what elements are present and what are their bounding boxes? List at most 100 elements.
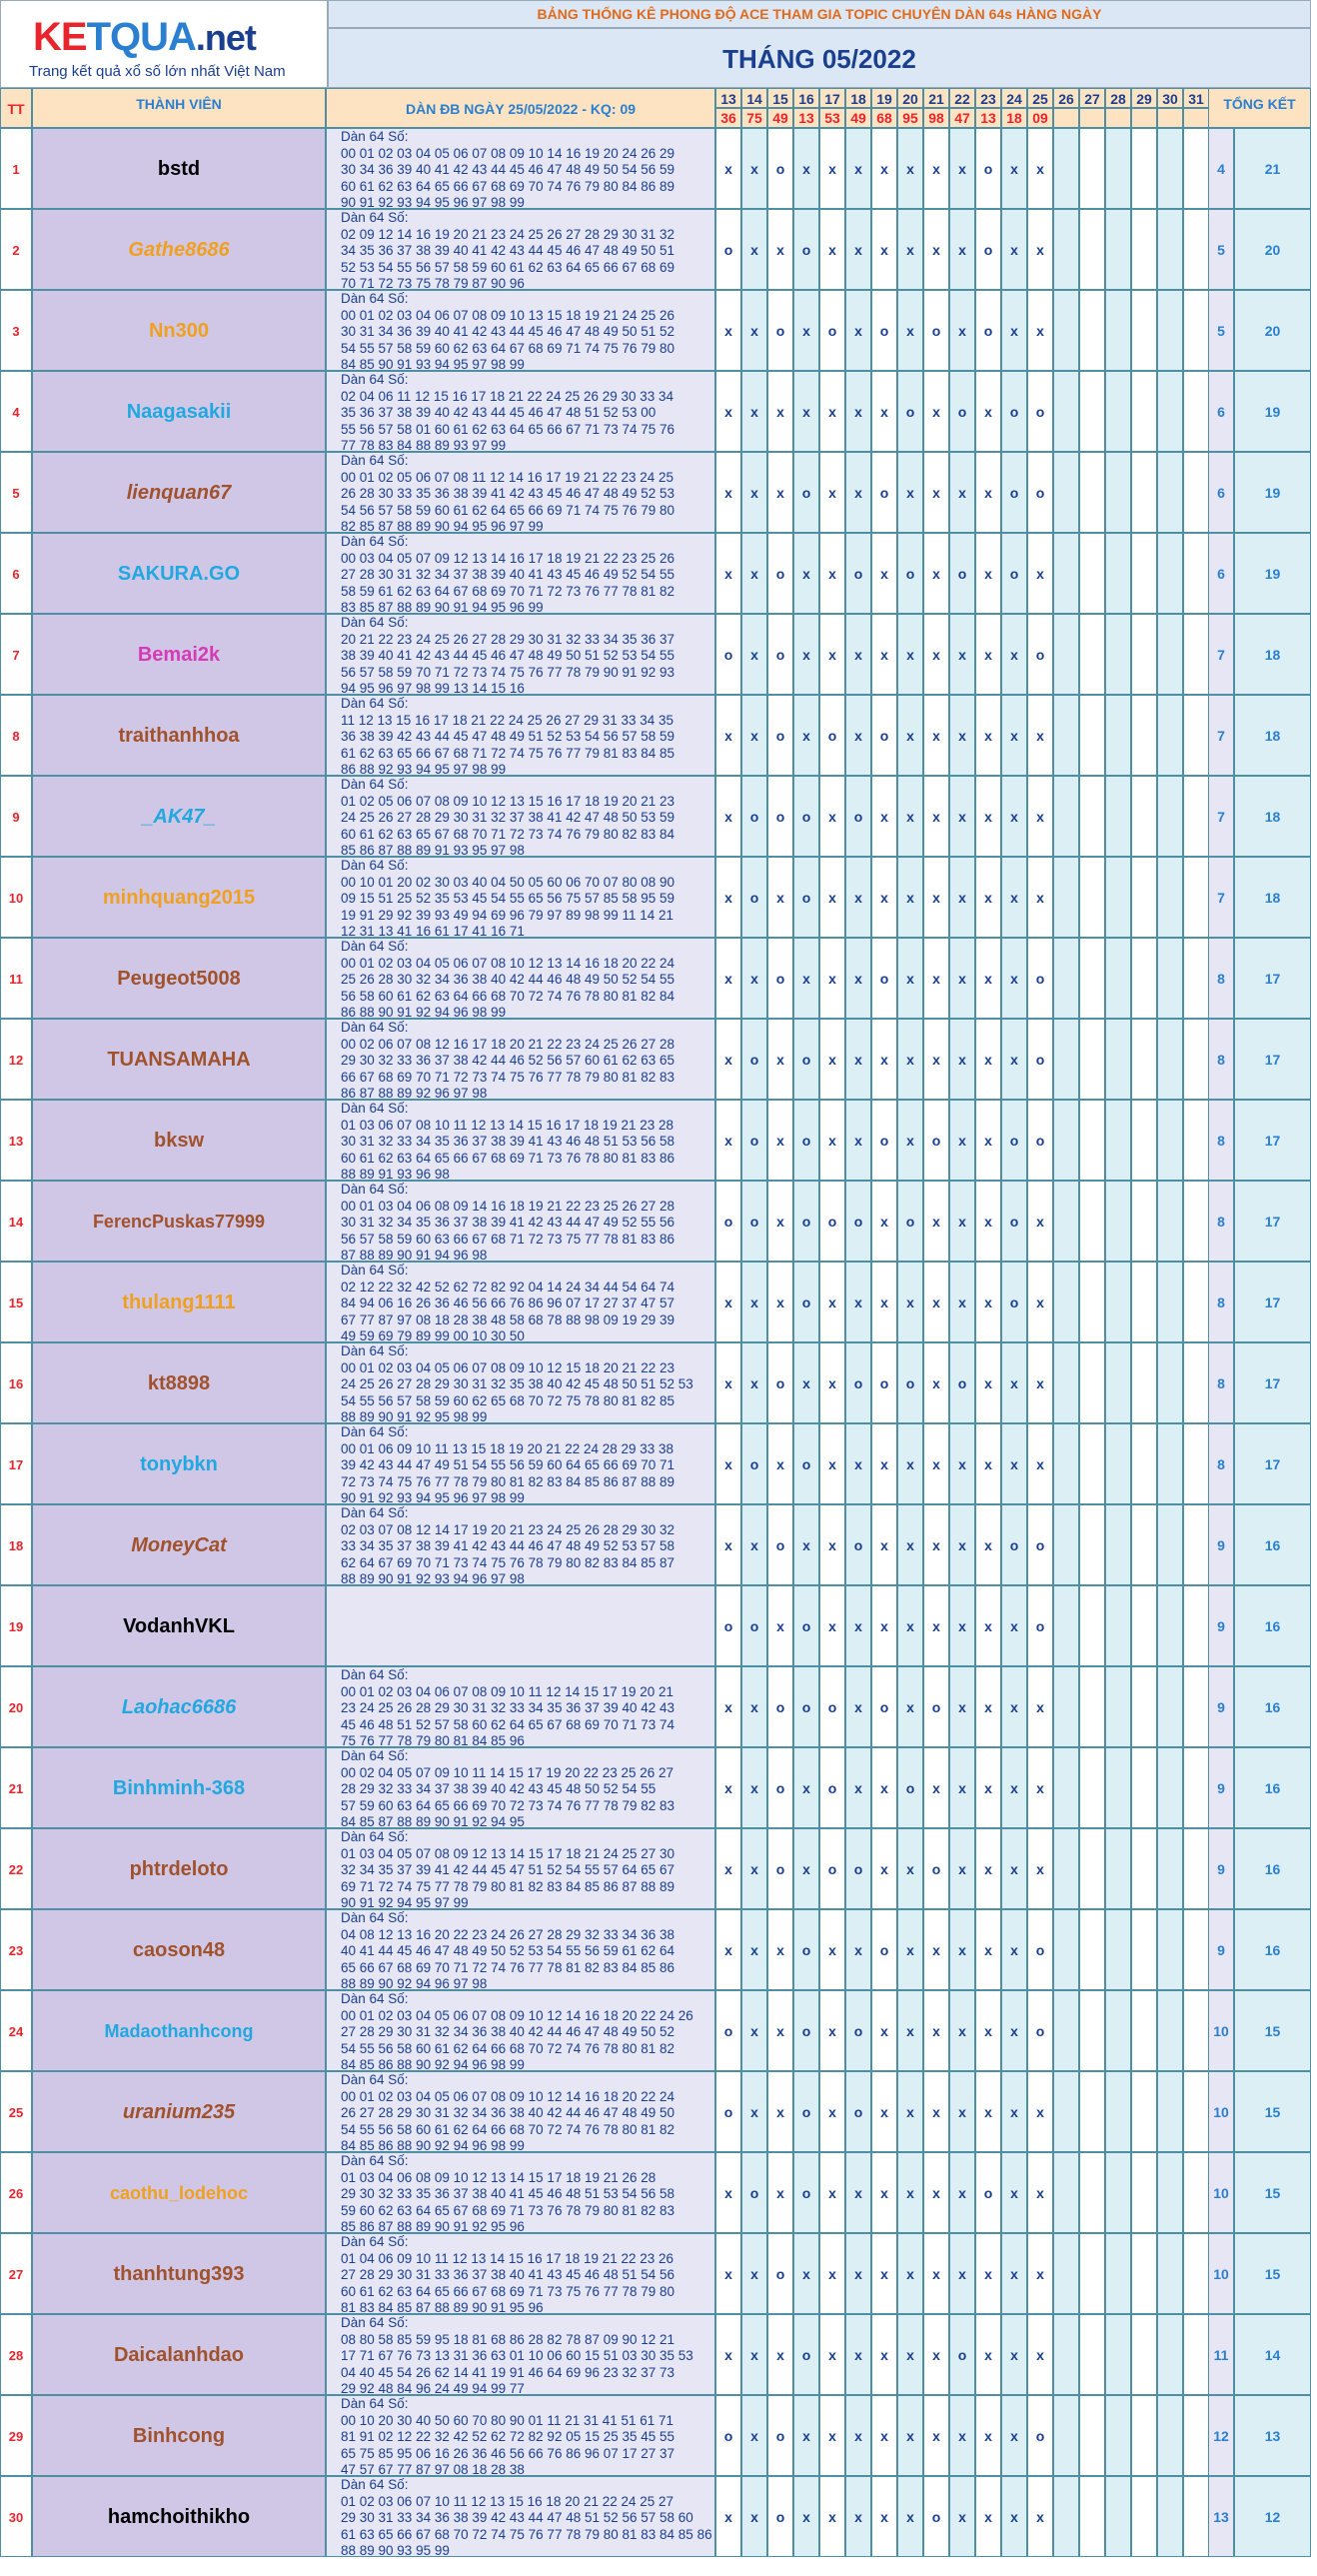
- member-name[interactable]: SAKURA.GO: [32, 533, 326, 614]
- day-header: 13: [715, 88, 741, 108]
- day-mark: x: [715, 1909, 741, 1990]
- day-mark: [1079, 1585, 1105, 1666]
- day-mark: [1079, 1666, 1105, 1747]
- day-mark: [1105, 1262, 1131, 1342]
- day-mark: x: [793, 2233, 819, 2314]
- day-mark: o: [871, 695, 897, 776]
- day-mark: x: [819, 1909, 845, 1990]
- day-mark: x: [715, 1423, 741, 1504]
- day-header: 17: [819, 88, 845, 108]
- day-mark: x: [975, 452, 1001, 533]
- day-mark: x: [715, 2152, 741, 2233]
- day-mark: x: [949, 2233, 975, 2314]
- day-mark: o: [845, 1181, 871, 1262]
- day-mark: o: [897, 1342, 923, 1423]
- row-number: 12: [0, 1019, 32, 1100]
- member-name[interactable]: caoson48: [32, 1909, 326, 1990]
- member-name[interactable]: traithanhhoa: [32, 695, 326, 776]
- day-header: 14: [741, 88, 767, 108]
- day-mark: [1105, 1342, 1131, 1423]
- site-logo[interactable]: KETQUA.net Trang kết quả xổ số lớn nhất …: [0, 0, 328, 88]
- day-mark: x: [897, 290, 923, 371]
- day-mark: x: [975, 1585, 1001, 1666]
- row-number: 10: [0, 857, 32, 938]
- day-mark: x: [1027, 533, 1053, 614]
- row-number: 16: [0, 1342, 32, 1423]
- day-mark: x: [741, 1666, 767, 1747]
- day-mark: x: [741, 614, 767, 695]
- member-name[interactable]: TUANSAMAHA: [32, 1019, 326, 1100]
- day-mark: [1157, 1181, 1183, 1262]
- member-name[interactable]: thulang1111: [32, 1262, 326, 1342]
- day-mark: o: [793, 1909, 819, 1990]
- day-mark: x: [1027, 2314, 1053, 2395]
- member-name[interactable]: Nn300: [32, 290, 326, 371]
- day-header: 31: [1183, 88, 1209, 108]
- day-mark: x: [715, 1666, 741, 1747]
- day-mark: [1183, 1100, 1209, 1181]
- member-name[interactable]: caothu_lodehoc: [32, 2152, 326, 2233]
- day-mark: [1183, 1504, 1209, 1585]
- day-mark: x: [871, 128, 897, 209]
- member-name[interactable]: phtrdeloto: [32, 1828, 326, 1909]
- member-name[interactable]: Naagasakii: [32, 371, 326, 452]
- member-name[interactable]: tonybkn: [32, 1423, 326, 1504]
- day-mark: o: [793, 1100, 819, 1181]
- day-mark: x: [715, 1019, 741, 1100]
- day-mark: x: [819, 938, 845, 1019]
- day-mark: x: [793, 938, 819, 1019]
- day-mark: [1131, 1828, 1157, 1909]
- hit-count: 8: [1208, 1423, 1234, 1504]
- day-mark: x: [741, 2314, 767, 2395]
- day-mark: x: [819, 614, 845, 695]
- day-result: 53: [819, 108, 845, 128]
- day-mark: o: [897, 1181, 923, 1262]
- day-mark: x: [793, 128, 819, 209]
- row-number: 20: [0, 1666, 32, 1747]
- member-name[interactable]: Gathe8686: [32, 209, 326, 290]
- day-result: 13: [793, 108, 819, 128]
- day-mark: o: [845, 1342, 871, 1423]
- day-mark: x: [845, 614, 871, 695]
- day-mark: [1157, 209, 1183, 290]
- member-name[interactable]: bksw: [32, 1100, 326, 1181]
- day-mark: x: [923, 938, 949, 1019]
- day-mark: [1053, 2071, 1079, 2152]
- member-name[interactable]: bstd: [32, 128, 326, 209]
- hit-count: 10: [1208, 1990, 1234, 2071]
- member-name[interactable]: thanhtung393: [32, 2233, 326, 2314]
- member-name[interactable]: Daicalanhdao: [32, 2314, 326, 2395]
- day-mark: [1053, 533, 1079, 614]
- day-mark: [1105, 2071, 1131, 2152]
- day-mark: [1105, 1504, 1131, 1585]
- member-name[interactable]: Bemai2k: [32, 614, 326, 695]
- day-mark: [1183, 776, 1209, 857]
- member-name[interactable]: Binhminh-368: [32, 1747, 326, 1828]
- month-title: THÁNG 05/2022: [328, 28, 1311, 88]
- day-mark: x: [975, 1181, 1001, 1262]
- day-mark: x: [845, 1747, 871, 1828]
- day-mark: x: [897, 2395, 923, 2476]
- day-mark: x: [819, 2233, 845, 2314]
- day-mark: x: [819, 1585, 845, 1666]
- member-name[interactable]: hamchoithikho: [32, 2476, 326, 2557]
- day-mark: x: [767, 1909, 793, 1990]
- day-mark: x: [897, 1828, 923, 1909]
- member-name[interactable]: FerencPuskas77999: [32, 1181, 326, 1262]
- member-name[interactable]: Peugeot5008: [32, 938, 326, 1019]
- member-name[interactable]: Laohac6686: [32, 1666, 326, 1747]
- day-mark: x: [1027, 857, 1053, 938]
- member-name[interactable]: minhquang2015: [32, 857, 326, 938]
- day-mark: x: [871, 1585, 897, 1666]
- member-name[interactable]: lienquan67: [32, 452, 326, 533]
- member-name[interactable]: uranium235: [32, 2071, 326, 2152]
- member-name[interactable]: Binhcong: [32, 2395, 326, 2476]
- day-mark: [1131, 1100, 1157, 1181]
- member-name[interactable]: _AK47_: [32, 776, 326, 857]
- member-name[interactable]: Madaothanhcong: [32, 1990, 326, 2071]
- day-mark: [1079, 857, 1105, 938]
- member-name[interactable]: MoneyCat: [32, 1504, 326, 1585]
- member-name[interactable]: VodanhVKL: [32, 1585, 326, 1666]
- day-mark: x: [975, 2395, 1001, 2476]
- member-name[interactable]: kt8898: [32, 1342, 326, 1423]
